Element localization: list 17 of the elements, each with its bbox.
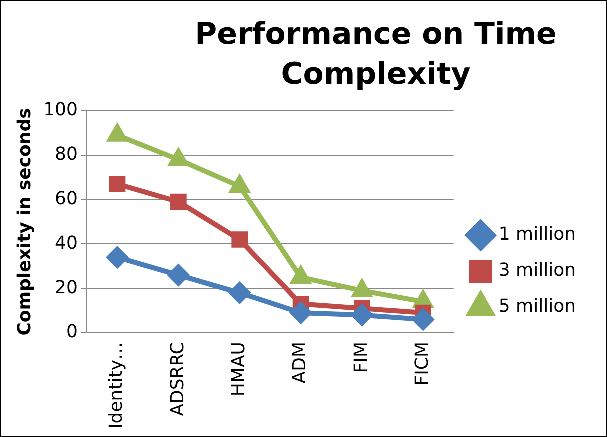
- x-tick-label: FICM: [412, 342, 433, 386]
- legend-label: 3 million: [498, 260, 576, 282]
- y-tick-label: 0: [66, 322, 78, 343]
- x-tick-label: ADM: [290, 342, 311, 384]
- x-tick-label: FIM: [350, 342, 372, 374]
- y-tick-label: 100: [44, 100, 78, 121]
- y-tick-label: 20: [55, 277, 78, 298]
- x-tick-label: Identity…: [106, 342, 128, 430]
- y-tick-label: 60: [55, 188, 78, 210]
- y-axis-title: Complexity in seconds: [14, 108, 36, 336]
- y-tick-label: 40: [55, 232, 78, 254]
- chart-title: Performance on Time Complexity: [195, 16, 557, 92]
- x-tick-label: HMAU: [228, 342, 250, 397]
- legend-label: 5 million: [498, 296, 576, 318]
- legend-label: 1 million: [498, 224, 576, 246]
- y-tick-label: 80: [55, 144, 78, 166]
- x-tick-label: ADSRRC: [167, 342, 188, 416]
